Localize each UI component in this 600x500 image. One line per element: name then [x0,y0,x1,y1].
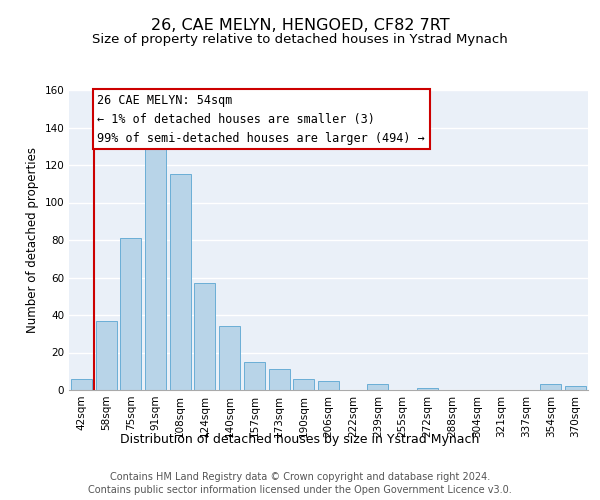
Bar [120,238,141,390]
Bar [244,362,265,390]
Bar [293,379,314,390]
Text: Contains public sector information licensed under the Open Government Licence v3: Contains public sector information licen… [88,485,512,495]
Bar [565,386,586,390]
Bar [269,370,290,390]
Bar [170,174,191,390]
Text: 26, CAE MELYN, HENGOED, CF82 7RT: 26, CAE MELYN, HENGOED, CF82 7RT [151,18,449,32]
Bar [541,384,562,390]
Bar [71,379,92,390]
Bar [417,388,438,390]
Text: Contains HM Land Registry data © Crown copyright and database right 2024.: Contains HM Land Registry data © Crown c… [110,472,490,482]
Y-axis label: Number of detached properties: Number of detached properties [26,147,39,333]
Bar [95,320,116,390]
Bar [194,283,215,390]
Text: 26 CAE MELYN: 54sqm
← 1% of detached houses are smaller (3)
99% of semi-detached: 26 CAE MELYN: 54sqm ← 1% of detached hou… [97,94,425,145]
Text: Size of property relative to detached houses in Ystrad Mynach: Size of property relative to detached ho… [92,32,508,46]
Text: Distribution of detached houses by size in Ystrad Mynach: Distribution of detached houses by size … [121,432,479,446]
Bar [219,326,240,390]
Bar [318,380,339,390]
Bar [145,148,166,390]
Bar [367,384,388,390]
